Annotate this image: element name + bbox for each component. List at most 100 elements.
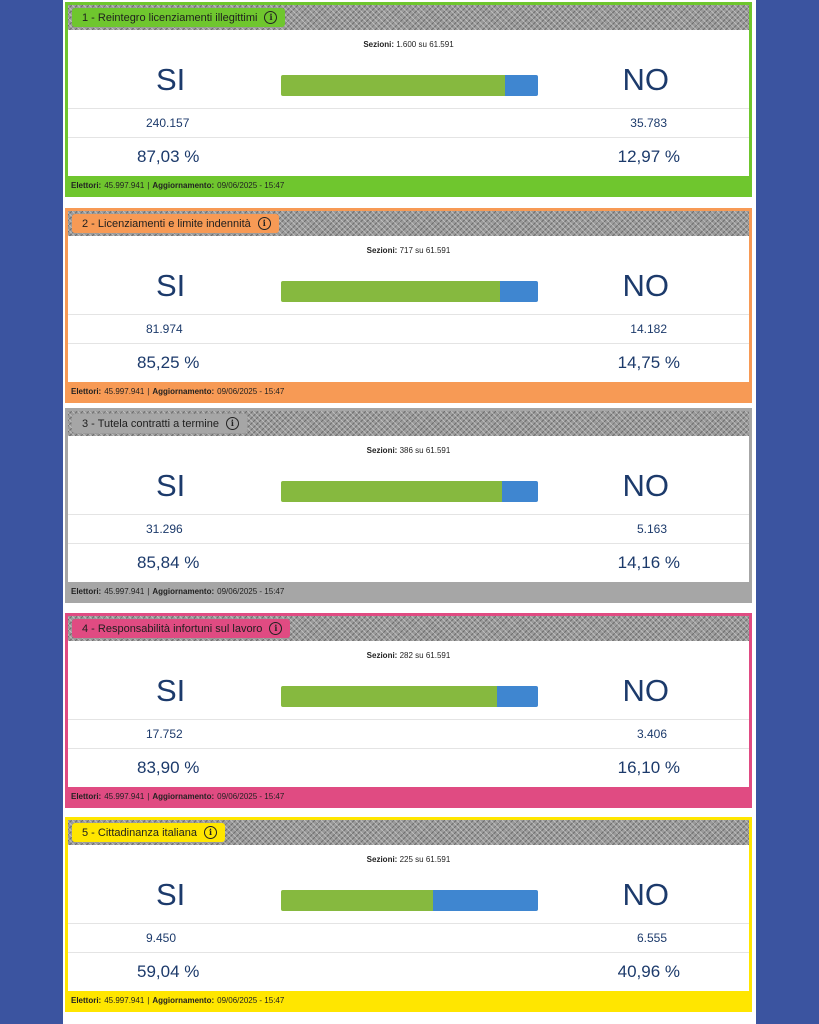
sections-done: 386 — [399, 446, 413, 455]
results-page: 1 - Reintegro licenziamenti illegittimi … — [63, 0, 756, 1024]
voters-label: Elettori: — [71, 386, 102, 396]
card-title: 1 - Reintegro licenziamenti illegittimi — [82, 11, 258, 24]
sections-total: 61.591 — [425, 446, 451, 455]
info-icon[interactable]: i — [264, 11, 278, 24]
sections-done: 282 — [399, 651, 413, 660]
card-body: Sezioni: 1.600 su 61.591 SI NO 240.157 3… — [68, 30, 749, 176]
divider — [68, 952, 749, 953]
sections-of: su — [418, 40, 427, 49]
card-header: 2 - Licenziamenti e limite indennità i — [68, 211, 749, 236]
divider — [68, 719, 749, 720]
si-percentage: 87,03 % — [137, 147, 200, 166]
sections-counter: Sezioni: 225 su 61.591 — [68, 855, 749, 864]
no-label: NO — [622, 62, 670, 97]
referendum-card-5: 5 - Cittadinanza italiana i Sezioni: 225… — [65, 817, 752, 1012]
divider — [68, 314, 749, 315]
sections-total: 61.591 — [429, 40, 454, 49]
bar-si-segment — [281, 890, 433, 911]
divider — [68, 543, 749, 544]
sections-label: Sezioni: — [366, 855, 398, 864]
card-header: 4 - Responsabilità infortuni sul lavoro … — [68, 616, 749, 641]
sections-of: su — [415, 246, 424, 255]
sections-done: 225 — [399, 855, 413, 864]
si-label: SI — [156, 673, 186, 708]
footer-separator: | — [147, 180, 150, 190]
update-time: 09/06/2025 - 15:47 — [217, 995, 285, 1005]
card-title-tab: 1 - Reintegro licenziamenti illegittimi … — [72, 8, 286, 27]
result-bar — [281, 686, 538, 707]
card-body: Sezioni: 225 su 61.591 SI NO 9.450 6.555… — [68, 845, 749, 991]
sections-counter: Sezioni: 1.600 su 61.591 — [68, 40, 749, 49]
si-label: SI — [156, 468, 186, 503]
info-icon[interactable]: i — [203, 826, 217, 839]
footer-separator: | — [147, 386, 150, 396]
card-header: 3 - Tutela contratti a termine i — [68, 411, 749, 436]
card-header: 1 - Reintegro licenziamenti illegittimi … — [68, 5, 749, 30]
voters-label: Elettori: — [71, 180, 102, 190]
card-title: 3 - Tutela contratti a termine — [82, 417, 219, 430]
update-label: Aggiornamento: — [152, 995, 215, 1005]
no-label: NO — [622, 877, 670, 912]
si-votes: 17.752 — [146, 727, 183, 741]
no-label: NO — [622, 673, 670, 708]
referendum-card-2: 2 - Licenziamenti e limite indennità i S… — [65, 208, 752, 403]
voters-count: 45.997.941 — [104, 386, 145, 396]
card-title-tab: 3 - Tutela contratti a termine i — [72, 414, 247, 433]
card-footer: Elettori: 45.997.941 | Aggiornamento: 09… — [68, 176, 749, 194]
bar-no-segment — [432, 890, 538, 911]
sections-counter: Sezioni: 386 su 61.591 — [68, 446, 749, 455]
referendum-card-4: 4 - Responsabilità infortuni sul lavoro … — [65, 613, 752, 808]
update-time: 09/06/2025 - 15:47 — [217, 386, 285, 396]
referendum-card-1: 1 - Reintegro licenziamenti illegittimi … — [65, 2, 752, 197]
bar-no-segment — [501, 481, 538, 502]
bar-no-segment — [500, 281, 538, 302]
card-footer: Elettori: 45.997.941 | Aggiornamento: 09… — [68, 582, 749, 600]
info-icon[interactable]: i — [269, 622, 283, 635]
no-percentage: 40,96 % — [617, 962, 680, 981]
bar-no-segment — [496, 686, 538, 707]
sections-counter: Sezioni: 717 su 61.591 — [68, 246, 749, 255]
si-percentage: 85,25 % — [137, 353, 200, 372]
footer-separator: | — [147, 995, 150, 1005]
divider — [68, 343, 749, 344]
card-title-tab: 5 - Cittadinanza italiana i — [72, 823, 225, 842]
no-votes: 14.182 — [630, 322, 667, 336]
referendum-card-3: 3 - Tutela contratti a termine i Sezioni… — [65, 408, 752, 603]
sections-done: 1.600 — [396, 40, 417, 49]
si-votes: 240.157 — [146, 116, 190, 130]
voters-label: Elettori: — [71, 586, 102, 596]
si-label: SI — [156, 62, 186, 97]
update-label: Aggiornamento: — [152, 386, 215, 396]
divider — [68, 108, 749, 109]
no-votes: 3.406 — [636, 727, 667, 741]
bar-si-segment — [281, 481, 502, 502]
divider — [68, 137, 749, 138]
card-title: 5 - Cittadinanza italiana — [82, 826, 197, 839]
si-votes: 31.296 — [146, 522, 183, 536]
no-votes: 6.555 — [636, 931, 667, 945]
si-label: SI — [156, 268, 186, 303]
info-icon[interactable]: i — [257, 217, 271, 230]
sections-total: 61.591 — [425, 651, 451, 660]
sections-of: su — [415, 446, 424, 455]
bar-no-segment — [504, 75, 538, 96]
result-bar — [281, 75, 538, 96]
card-footer: Elettori: 45.997.941 | Aggiornamento: 09… — [68, 787, 749, 805]
result-bar — [281, 481, 538, 502]
no-percentage: 14,75 % — [617, 353, 680, 372]
info-icon[interactable]: i — [225, 417, 239, 430]
sections-counter: Sezioni: 282 su 61.591 — [68, 651, 749, 660]
card-body: Sezioni: 717 su 61.591 SI NO 81.974 14.1… — [68, 236, 749, 382]
no-label: NO — [622, 268, 670, 303]
update-time: 09/06/2025 - 15:47 — [217, 586, 285, 596]
footer-separator: | — [147, 791, 150, 801]
voters-label: Elettori: — [71, 995, 102, 1005]
no-percentage: 16,10 % — [617, 758, 680, 777]
no-votes: 5.163 — [636, 522, 667, 536]
sections-total: 61.591 — [425, 855, 451, 864]
card-footer: Elettori: 45.997.941 | Aggiornamento: 09… — [68, 991, 749, 1009]
card-title: 4 - Responsabilità infortuni sul lavoro — [82, 622, 263, 635]
divider — [68, 923, 749, 924]
si-percentage: 83,90 % — [137, 758, 200, 777]
si-votes: 81.974 — [146, 322, 183, 336]
